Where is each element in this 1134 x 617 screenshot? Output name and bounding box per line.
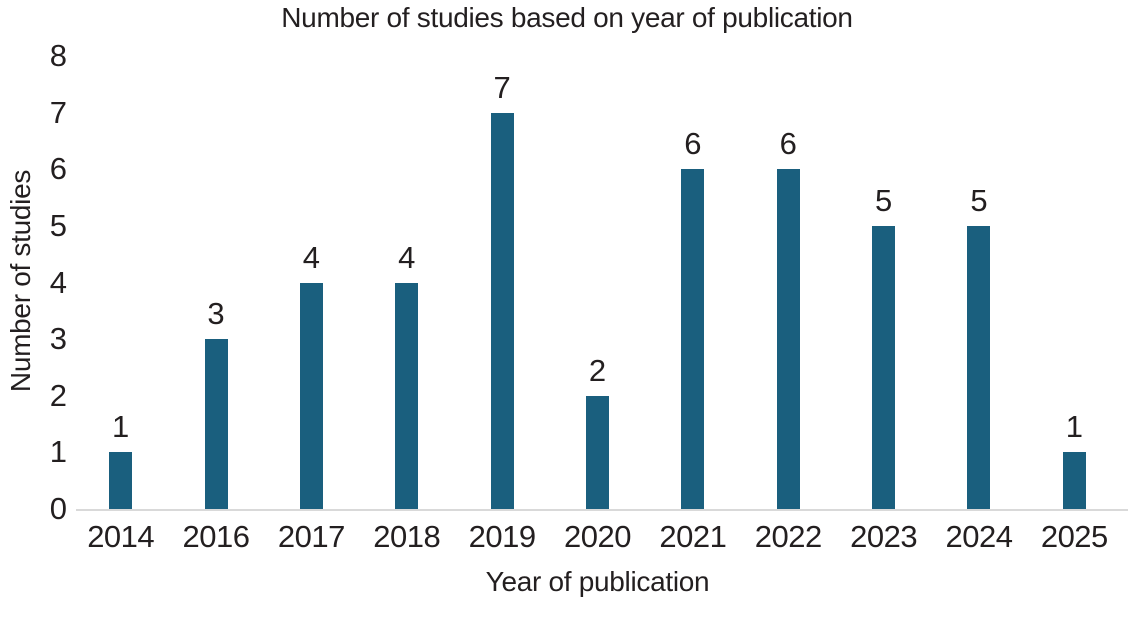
y-tick-label: 6 — [49, 151, 67, 187]
y-tick-label: 4 — [49, 264, 67, 300]
bar-2021 — [681, 169, 705, 509]
bar-value-label: 7 — [493, 69, 511, 105]
bar-value-label: 3 — [207, 296, 225, 332]
y-tick-label: 8 — [49, 38, 67, 73]
bar-value-label: 6 — [684, 126, 702, 162]
x-tick-label: 2018 — [373, 519, 441, 554]
bar-value-label: 4 — [302, 239, 321, 275]
bar-2017 — [299, 282, 323, 509]
bar-2020 — [586, 395, 609, 509]
bar-value-label: 2 — [588, 352, 607, 388]
y-tick-label: 7 — [49, 94, 67, 130]
bar-2024 — [967, 225, 991, 509]
bar-2014 — [109, 452, 133, 509]
y-tick-label: 0 — [49, 491, 67, 526]
chart-title: Number of studies based on year of publi… — [281, 2, 853, 33]
bar-2019 — [490, 112, 514, 509]
x-tick-label: 2019 — [468, 519, 536, 554]
bar-value-label: 5 — [970, 182, 988, 218]
bar-2025 — [1062, 452, 1086, 509]
bar-value-label: 4 — [398, 239, 416, 275]
x-axis-title: Year of publication — [485, 566, 710, 597]
bar-value-label: 6 — [779, 126, 797, 162]
y-tick-label: 5 — [49, 207, 67, 243]
bar-value-label: 1 — [1065, 409, 1083, 445]
bar-value-label: 5 — [874, 182, 893, 218]
x-tick-label: 2023 — [850, 519, 918, 554]
bar-2022 — [776, 169, 800, 509]
y-tick-label: 1 — [49, 434, 67, 470]
x-axis-line — [76, 509, 1128, 511]
x-tick-label: 2025 — [1040, 519, 1108, 554]
bar-2018 — [395, 282, 419, 509]
bar-2016 — [204, 339, 228, 509]
bar-value-label: 1 — [112, 409, 130, 445]
x-tick-label: 2022 — [754, 519, 822, 554]
bar-2023 — [872, 225, 896, 509]
x-tick-label: 2017 — [277, 519, 345, 554]
y-tick-label: 2 — [49, 377, 67, 413]
x-tick-label: 2014 — [87, 519, 155, 554]
x-tick-label: 2024 — [945, 519, 1013, 554]
x-tick-label: 2016 — [182, 519, 250, 554]
x-tick-label: 2020 — [564, 519, 631, 554]
x-tick-label: 2021 — [659, 519, 727, 554]
y-tick-label: 3 — [49, 321, 67, 357]
